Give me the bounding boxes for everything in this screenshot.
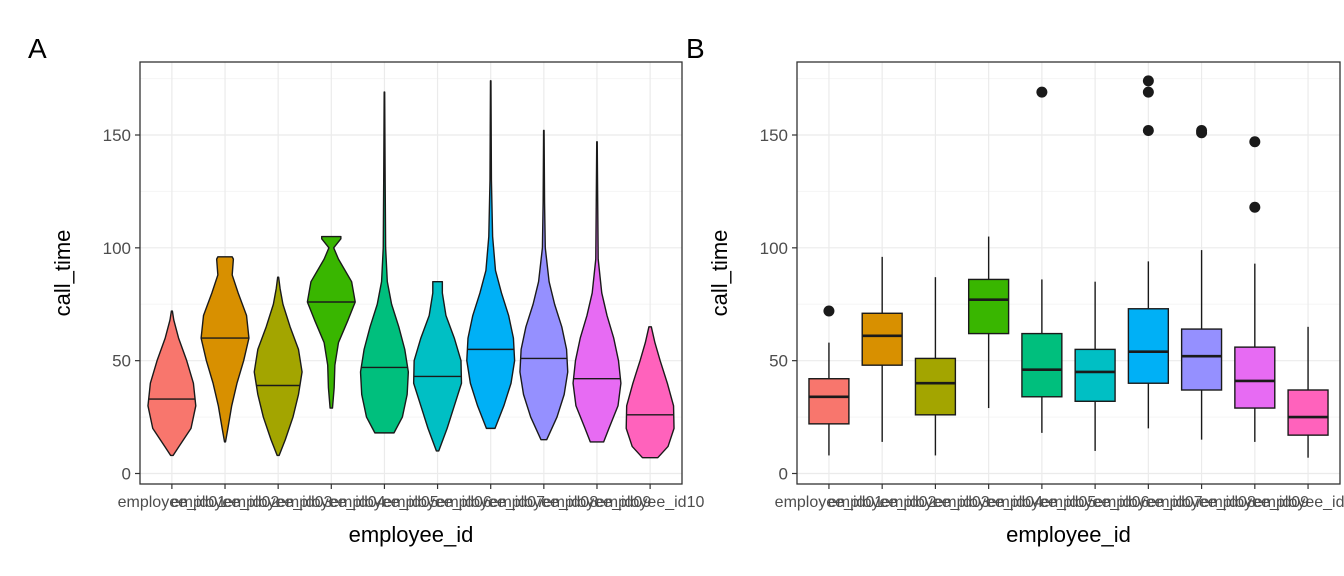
x-tick-label: employee_id10 [596, 494, 705, 511]
violin-employee_id05 [359, 91, 410, 434]
panel-b: 050100150employee_id01employee_id02emplo… [686, 33, 1344, 547]
y-tick-label: 150 [103, 126, 131, 145]
box-employee_id10 [1287, 389, 1329, 436]
x-tick-label: employee_id08 [1147, 494, 1256, 511]
panel-tag: A [28, 33, 47, 64]
x-tick-label: employee_id01 [118, 494, 227, 511]
box-employee_id08 [1180, 328, 1223, 391]
panel-border [139, 61, 683, 485]
outlier-point [1036, 86, 1048, 98]
x-tick-label: employee_id07 [1094, 494, 1203, 511]
x-tick-label: employee_id08 [490, 494, 599, 511]
x-tick-label: employee_id04 [277, 494, 386, 511]
box-employee_id03 [914, 357, 957, 416]
y-tick-label: 0 [122, 465, 131, 484]
y-tick-label: 0 [779, 465, 788, 484]
x-tick-label: employee_id06 [383, 494, 492, 511]
box-employee_id01 [808, 378, 850, 425]
y-axis-title: call_time [707, 230, 732, 317]
panel-border [796, 61, 1341, 485]
y-tick-label: 50 [112, 352, 131, 371]
box-employee_id02 [861, 312, 903, 366]
y-axis-title: call_time [50, 230, 75, 317]
box-employee_id04 [967, 278, 1010, 335]
y-tick-label: 50 [769, 352, 788, 371]
x-tick-label: employee_id07 [436, 494, 545, 511]
x-tick-label: employee_id01 [775, 494, 884, 511]
x-tick-label: employee_id04 [934, 494, 1043, 511]
violin-employee_id02 [200, 256, 250, 443]
box-employee_id06 [1074, 348, 1116, 402]
violin-employee_id09 [572, 141, 622, 443]
violin-employee_id10 [625, 326, 675, 459]
x-tick-label: employee_id09 [1201, 494, 1310, 511]
violin-employee_id07 [466, 80, 516, 430]
x-axis-title: employee_id [1006, 522, 1131, 547]
y-tick-label: 100 [103, 239, 131, 258]
box-employee_id05 [1021, 332, 1063, 398]
y-tick-label: 100 [760, 239, 788, 258]
x-tick-label: employee_id03 [881, 494, 990, 511]
violin-employee_id01 [147, 310, 197, 457]
outlier-point [1142, 124, 1154, 136]
outlier-point [1142, 75, 1154, 87]
panel-a: 050100150employee_id01employee_id02emplo… [28, 33, 704, 547]
violin-employee_id04 [306, 235, 356, 409]
x-tick-label: employee_id05 [988, 494, 1097, 511]
violin-employee_id06 [412, 280, 463, 452]
x-tick-label: employee_id02 [171, 494, 280, 511]
box-employee_id09 [1234, 346, 1276, 409]
box-employee_id07 [1127, 308, 1170, 384]
panel-tag: B [686, 33, 705, 64]
x-tick-label: employee_id02 [828, 494, 937, 511]
x-tick-label: employee_id03 [224, 494, 333, 511]
outlier-point [1249, 201, 1261, 213]
violin-employee_id08 [519, 129, 569, 441]
outlier-point [1196, 127, 1208, 139]
violin-employee_id03 [253, 276, 303, 457]
outlier-point [823, 305, 835, 317]
x-tick-label: employee_id09 [543, 494, 652, 511]
plot-background [797, 62, 1340, 484]
y-tick-label: 150 [760, 126, 788, 145]
outlier-point [1249, 136, 1261, 148]
x-tick-label: employee_id10 [1254, 494, 1344, 511]
x-tick-label: employee_id06 [1041, 494, 1150, 511]
outlier-point [1142, 86, 1154, 98]
x-tick-label: employee_id05 [330, 494, 439, 511]
x-axis-title: employee_id [349, 522, 474, 547]
